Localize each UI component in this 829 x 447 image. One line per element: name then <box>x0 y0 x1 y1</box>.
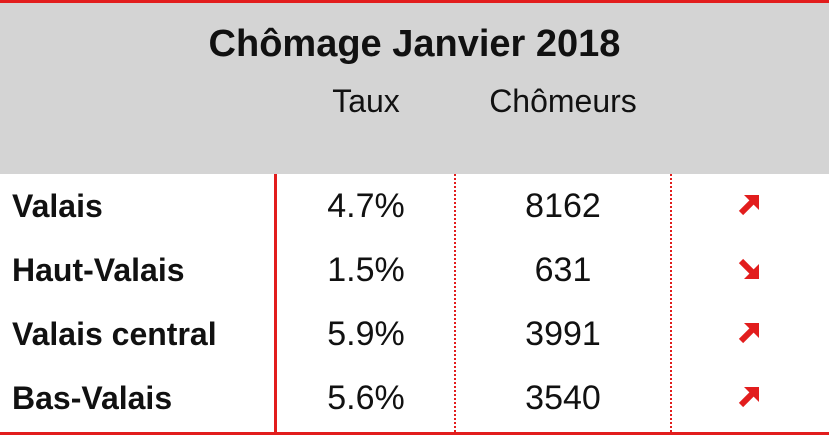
up-right-arrow-icon <box>722 302 776 366</box>
column-divider-dotted <box>670 174 672 432</box>
table-title: Chômage Janvier 2018 <box>208 23 621 65</box>
up-right-arrow-icon <box>722 366 776 430</box>
down-right-arrow-icon <box>722 238 776 302</box>
region-name: Valais <box>12 188 103 224</box>
table-header: Chômage Janvier 2018 Taux Chômeurs <box>0 3 829 174</box>
column-header-count: Chômeurs <box>489 83 637 119</box>
rate-value: 5.6% <box>327 379 405 417</box>
column-header-rate: Taux <box>332 83 400 119</box>
rate-value: 5.9% <box>327 315 405 353</box>
rate-value: 4.7% <box>327 187 405 225</box>
column-divider-solid <box>274 174 277 432</box>
count-value: 3540 <box>525 379 601 417</box>
column-divider-dotted <box>454 174 456 432</box>
region-name: Bas-Valais <box>12 380 173 416</box>
region-name: Valais central <box>12 316 217 352</box>
region-name: Haut-Valais <box>12 252 185 288</box>
table-row: Valais central 5.9% 3991 <box>0 302 829 366</box>
count-value: 3991 <box>525 315 601 353</box>
rate-value: 1.5% <box>327 251 405 289</box>
bottom-rule <box>0 432 829 435</box>
top-rule <box>0 0 829 3</box>
up-right-arrow-icon <box>722 174 776 238</box>
table-row: Haut-Valais 1.5% 631 <box>0 238 829 302</box>
count-value: 631 <box>534 251 592 289</box>
table-row: Bas-Valais 5.6% 3540 <box>0 366 829 430</box>
count-value: 8162 <box>525 187 601 225</box>
table-row: Valais 4.7% 8162 <box>0 174 829 238</box>
